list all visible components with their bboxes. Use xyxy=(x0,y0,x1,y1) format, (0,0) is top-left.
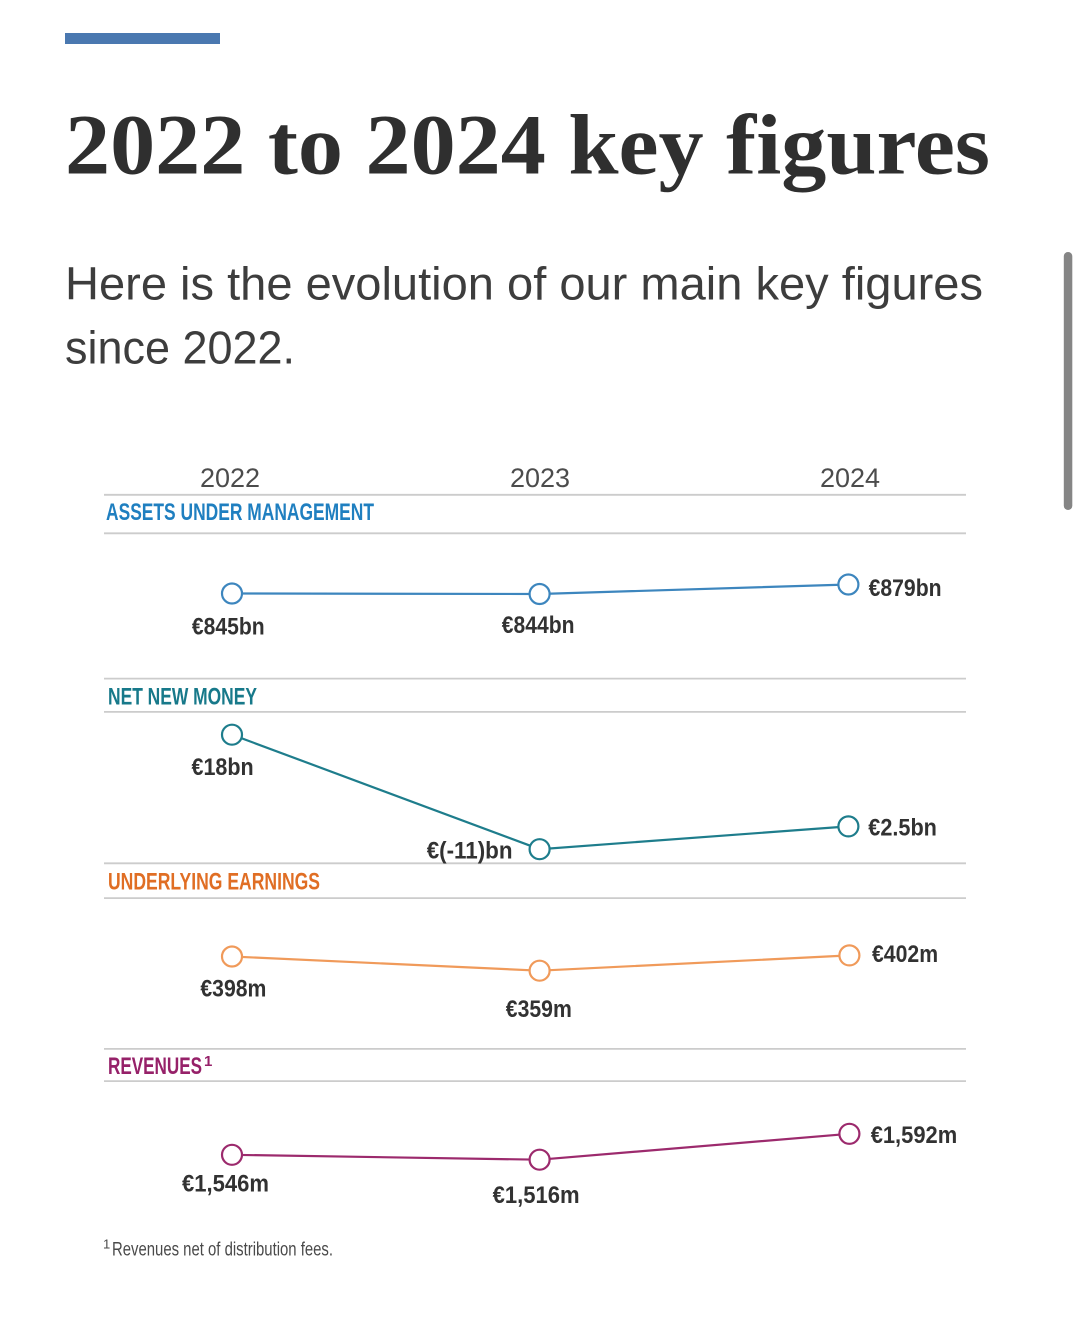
svg-text:Revenues net of distribution f: Revenues net of distribution fees. xyxy=(112,1239,333,1261)
svg-text:€2.5bn: €2.5bn xyxy=(868,814,937,841)
svg-text:ASSETS UNDER MANAGEMENT: ASSETS UNDER MANAGEMENT xyxy=(106,499,374,526)
svg-text:2022: 2022 xyxy=(200,463,260,493)
svg-text:€359m: €359m xyxy=(506,996,572,1023)
svg-text:1: 1 xyxy=(204,1053,212,1070)
svg-text:€402m: €402m xyxy=(872,941,938,968)
svg-text:€879bn: €879bn xyxy=(869,575,942,602)
svg-text:€1,546m: €1,546m xyxy=(182,1171,269,1198)
svg-text:€18bn: €18bn xyxy=(192,754,254,781)
svg-text:€845bn: €845bn xyxy=(192,614,265,641)
svg-text:2022 to 2024 key figures: 2022 to 2024 key figures xyxy=(65,99,990,193)
svg-text:since 2022.: since 2022. xyxy=(65,321,295,373)
svg-text:Here is the evolution of our m: Here is the evolution of our main key fi… xyxy=(65,257,983,309)
svg-text:2023: 2023 xyxy=(510,463,570,493)
svg-text:€1,516m: €1,516m xyxy=(493,1182,580,1209)
svg-text:NET NEW MONEY: NET NEW MONEY xyxy=(108,683,257,710)
svg-text:€844bn: €844bn xyxy=(502,612,575,639)
svg-text:€1,592m: €1,592m xyxy=(871,1122,958,1149)
svg-text:REVENUES: REVENUES xyxy=(108,1053,202,1080)
svg-text:2024: 2024 xyxy=(820,463,880,493)
svg-text:UNDERLYING EARNINGS: UNDERLYING EARNINGS xyxy=(108,869,320,896)
svg-text:€(-11)bn: €(-11)bn xyxy=(427,837,513,864)
svg-text:1: 1 xyxy=(103,1237,110,1252)
svg-text:€398m: €398m xyxy=(200,975,266,1002)
